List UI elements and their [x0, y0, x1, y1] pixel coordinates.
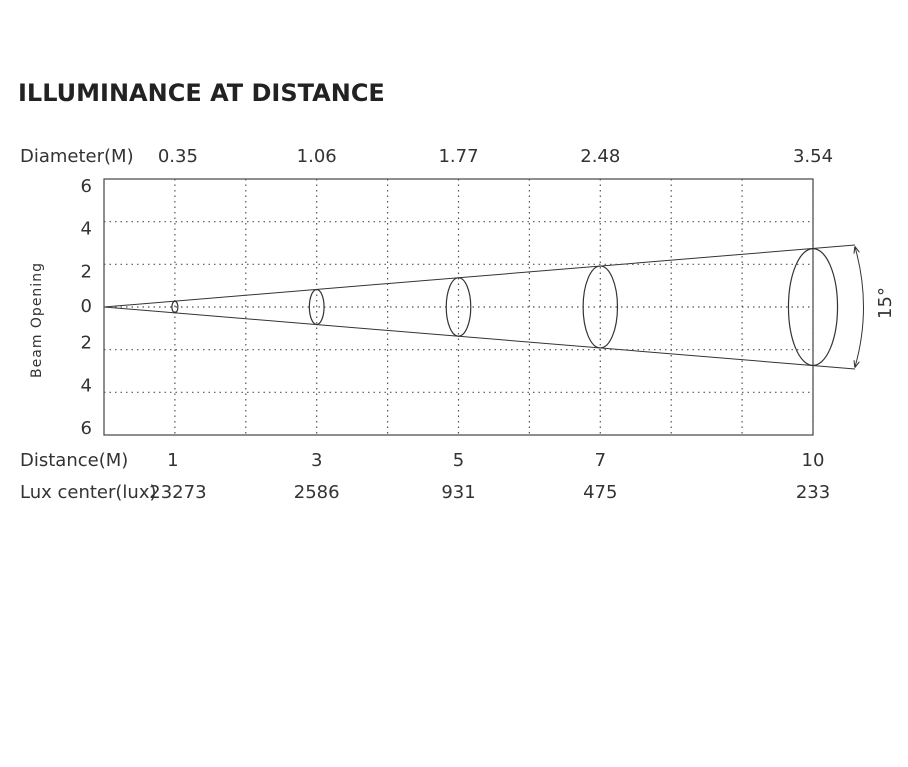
beam-spot — [445, 277, 472, 337]
beam-spot — [171, 300, 179, 314]
lux-value: 233 — [796, 482, 830, 503]
distance-label: Distance(M) — [20, 450, 128, 471]
beam-edge — [103, 244, 856, 308]
angle-arc — [855, 247, 864, 367]
beam-edge — [103, 306, 856, 370]
lux-value: 931 — [441, 482, 475, 503]
distance-value: 3 — [311, 450, 322, 471]
diameter-label: Diameter(M) — [20, 146, 134, 167]
diameter-value: 2.48 — [580, 146, 620, 167]
y-tick-label: 6 — [81, 418, 92, 439]
y-tick-label: 2 — [81, 261, 92, 282]
diameter-value: 1.06 — [297, 146, 337, 167]
chart-title: ILLUMINANCE AT DISTANCE — [18, 79, 385, 107]
beam-angle: 15° — [875, 287, 896, 319]
y-axis-label: Beam Opening — [29, 262, 45, 378]
diameter-value: 0.35 — [158, 146, 198, 167]
distance-value: 1 — [167, 450, 178, 471]
beam-spot — [582, 265, 619, 349]
lux-label: Lux center(lux) — [20, 482, 157, 503]
y-tick-label: 6 — [81, 176, 92, 197]
distance-value: 5 — [453, 450, 464, 471]
y-tick-label: 2 — [81, 333, 92, 354]
y-tick-label: 4 — [81, 219, 92, 240]
beam-spot — [787, 247, 839, 367]
lux-value: 475 — [583, 482, 617, 503]
diameter-value: 1.77 — [438, 146, 478, 167]
beam-spot — [308, 288, 325, 326]
y-tick-label: 0 — [81, 296, 92, 317]
lux-value: 2586 — [294, 482, 340, 503]
distance-value: 7 — [595, 450, 606, 471]
diameter-value: 3.54 — [793, 146, 833, 167]
lux-value: 23273 — [149, 482, 206, 503]
y-tick-label: 4 — [81, 375, 92, 396]
distance-value: 10 — [802, 450, 825, 471]
